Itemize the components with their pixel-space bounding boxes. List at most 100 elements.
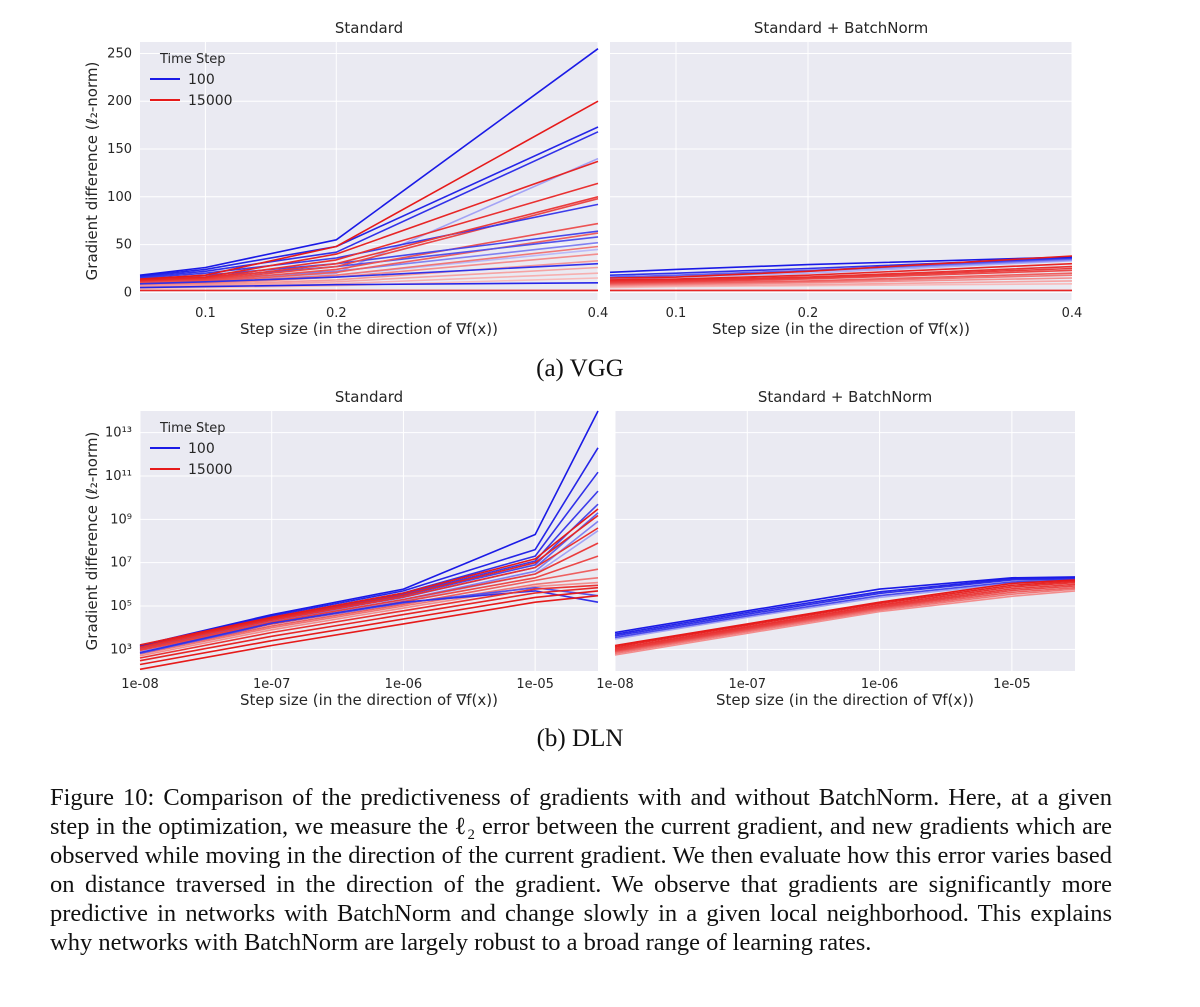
x-axis-label: Step size (in the direction of ∇f(x)) <box>240 320 498 338</box>
series-line-15000 <box>609 269 1073 284</box>
series-line-15000 <box>614 583 1076 651</box>
figure-caption: Figure 10: Comparison of the predictiven… <box>50 784 1112 956</box>
x-tick-label: 1e-06 <box>385 677 423 692</box>
series-line-15000 <box>139 594 599 671</box>
series-line-15000 <box>614 590 1076 656</box>
x-tick-label: 1e-08 <box>596 677 634 692</box>
y-tick-label: 10⁵ <box>110 599 132 614</box>
series-line-15000 <box>609 280 1073 288</box>
y-axis-label: Gradient difference (ℓ₂-norm) <box>83 62 101 281</box>
chart-panel-2: 0.1 0.2 0.4 Standard + BatchNorm Step size (… <box>609 19 1083 338</box>
x-axis-label: Step size (in the direction of ∇f(x)) <box>240 691 498 709</box>
y-tick-label: 100 <box>107 190 132 205</box>
x-tick-label: 0.4 <box>1062 306 1083 321</box>
series-line-15000 <box>609 265 1073 282</box>
series-line-15000 <box>614 580 1076 648</box>
panel-title: Standard <box>335 388 403 406</box>
series-line-15000 <box>139 253 599 286</box>
series-line-100 <box>139 282 599 289</box>
chart-panels: 0.1 0.2 0.4 0 50 100 150 200 250 Standard Step siz… <box>83 19 1082 709</box>
legend-label: 100 <box>188 441 215 457</box>
series-line-15000 <box>139 542 599 651</box>
series-line-15000 <box>609 255 1073 279</box>
series-line-15000 <box>614 585 1076 652</box>
series-line-15000 <box>139 266 599 288</box>
x-tick-label: 1e-06 <box>861 677 899 692</box>
x-tick-label: 0.1 <box>195 306 216 321</box>
series-line-100 <box>614 578 1076 637</box>
x-tick-label: 0.2 <box>798 306 819 321</box>
series-line-15000 <box>139 568 599 654</box>
series-line-15000 <box>139 182 599 282</box>
series-line-15000 <box>139 581 599 657</box>
plot-area <box>615 411 1075 671</box>
x-tick-label: 1e-05 <box>516 677 554 692</box>
series-line-100 <box>614 577 1076 635</box>
series-line-15000 <box>139 508 599 646</box>
y-tick-label: 10³ <box>110 642 132 657</box>
series-line-15000 <box>609 274 1073 286</box>
plot-area <box>610 42 1072 300</box>
legend-label: 100 <box>188 72 215 88</box>
y-tick-label: 200 <box>107 94 132 109</box>
legend-title: Time Step <box>159 421 226 436</box>
series-line-15000 <box>139 277 599 290</box>
chart-panel-4: 1e-08 1e-07 1e-06 1e-05 Standard + BatchNorm… <box>596 388 1076 709</box>
x-axis-label: Step size (in the direction of ∇f(x)) <box>712 320 970 338</box>
series-line-100 <box>139 131 599 278</box>
legend-title: Time Step <box>159 52 226 67</box>
panel-title: Standard + BatchNorm <box>754 19 928 37</box>
series-line-15000 <box>139 514 599 647</box>
y-tick-label: 250 <box>107 46 132 61</box>
chart-panel-1: 0.1 0.2 0.4 0 50 100 150 200 250 Standard Step siz… <box>83 19 608 338</box>
y-tick-label: 0 <box>124 285 132 300</box>
series-line-15000 <box>139 590 599 666</box>
figure-canvas: 0.1 0.2 0.4 0 50 100 150 200 250 Standard Step siz… <box>83 19 1082 752</box>
y-tick-label: 10⁹ <box>110 512 132 527</box>
series-line-15000 <box>139 160 599 281</box>
x-tick-label: 0.2 <box>326 306 347 321</box>
series-line-15000 <box>609 283 1073 289</box>
chart-panel-3: 1e-08 1e-07 1e-06 1e-05 10³ 10⁵ 10⁷ 10⁹ 10¹¹ 10¹³… <box>83 388 599 709</box>
series-line-15000 <box>609 272 1073 285</box>
x-tick-label: 1e-07 <box>729 677 767 692</box>
series-line-15000 <box>139 577 599 655</box>
y-tick-label: 50 <box>115 238 132 253</box>
x-tick-label: 1e-08 <box>121 677 159 692</box>
series-line-100 <box>609 256 1073 274</box>
series-line-15000 <box>139 527 599 649</box>
y-tick-label: 10¹¹ <box>105 469 132 484</box>
y-tick-label: 150 <box>107 142 132 157</box>
y-axis-label: Gradient difference (ℓ₂-norm) <box>83 432 101 651</box>
series-line-15000 <box>609 262 1073 281</box>
series-line-100 <box>139 126 599 277</box>
series-line-100 <box>139 410 599 647</box>
y-tick-label: 10¹³ <box>105 426 132 441</box>
series-line-15000 <box>614 579 1076 647</box>
series-line-15000 <box>139 222 599 284</box>
x-tick-label: 0.1 <box>666 306 687 321</box>
x-axis-label: Step size (in the direction of ∇f(x)) <box>716 691 974 709</box>
series-line-15000 <box>139 197 599 283</box>
series-line-100 <box>139 48 599 276</box>
x-tick-label: 1e-07 <box>253 677 291 692</box>
series-line-15000 <box>139 100 599 280</box>
series-line-15000 <box>614 581 1076 650</box>
series-line-100 <box>614 576 1076 634</box>
panel-title: Standard <box>335 19 403 37</box>
subcaption-a: (a) VGG <box>536 355 624 382</box>
series-line-15000 <box>139 586 599 662</box>
series-line-15000 <box>614 588 1076 655</box>
legend-label: 15000 <box>188 462 233 478</box>
legend-label: 15000 <box>188 93 233 109</box>
subcaption-b: (b) DLN <box>537 725 624 752</box>
series-line-15000 <box>609 267 1073 283</box>
x-tick-label: 1e-05 <box>993 677 1031 692</box>
series-line-100 <box>609 258 1073 278</box>
panel-title: Standard + BatchNorm <box>758 388 932 406</box>
y-tick-label: 10⁷ <box>110 556 132 571</box>
series-line-15000 <box>139 584 599 659</box>
series-line-15000 <box>614 586 1076 653</box>
x-tick-label: 0.4 <box>588 306 609 321</box>
series-line-15000 <box>609 277 1073 287</box>
